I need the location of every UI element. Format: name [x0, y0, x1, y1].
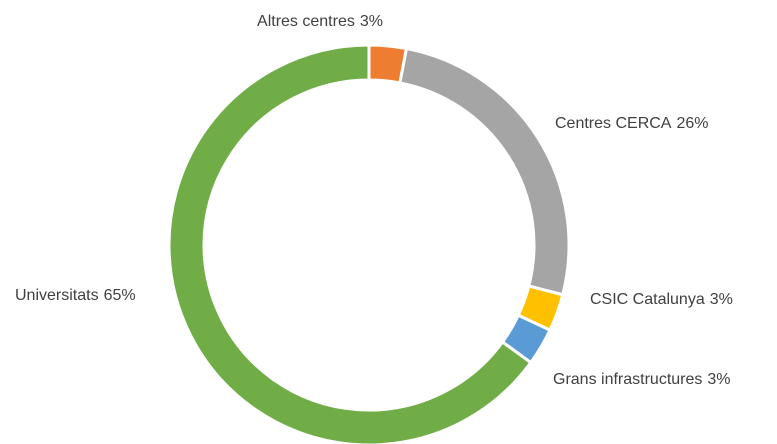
slice-label: Universitats 65% [15, 287, 136, 304]
slice-value: 26% [676, 115, 708, 132]
slice-label: Centres CERCA 26% [555, 115, 709, 132]
donut-slice [167, 43, 533, 444]
donut-slice [398, 46, 571, 297]
slice-name: Grans infrastructures [553, 371, 702, 388]
slice-value: 3% [710, 291, 733, 308]
slice-name: Universitats [15, 287, 99, 304]
slice-name: Centres CERCA [555, 115, 672, 132]
slice-name: CSIC Catalunya [590, 291, 705, 308]
slice-value: 65% [104, 287, 136, 304]
slice-label: Grans infrastructures 3% [553, 371, 731, 388]
slice-value: 3% [360, 13, 383, 30]
slice-label: Altres centres 3% [257, 13, 383, 30]
slice-value: 3% [707, 371, 730, 388]
slice-label: CSIC Catalunya 3% [590, 291, 733, 308]
slice-name: Altres centres [257, 13, 355, 30]
